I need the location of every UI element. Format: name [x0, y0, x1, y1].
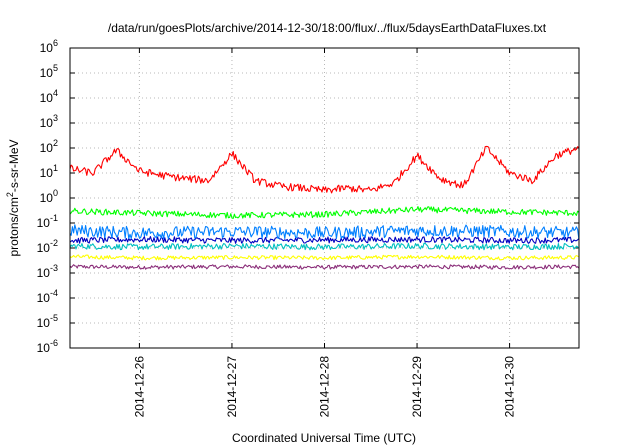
- data-series-line: [69, 264, 580, 270]
- y-tick-label: 10-3: [37, 263, 58, 280]
- data-series-line: [69, 206, 580, 219]
- y-tick-label: 100: [40, 188, 58, 205]
- y-tick-label: 106: [40, 38, 58, 55]
- y-tick-label: 10-6: [37, 338, 58, 355]
- data-series-line: [69, 145, 580, 194]
- y-axis-label: protons/cm2-s-sr-MeV: [5, 139, 21, 256]
- plot-area: [69, 145, 580, 270]
- data-series-line: [69, 236, 580, 244]
- data-series-line: [69, 254, 580, 261]
- x-tick-label: 2014-12-26: [132, 356, 146, 418]
- x-tick-label: 2014-12-30: [503, 356, 517, 418]
- y-tick-label: 10-4: [37, 288, 58, 305]
- y-tick-label: 102: [40, 138, 58, 155]
- y-axis-ticks: 10-6 10-5 10-4 10-3 10-2 10-1 100 101 102 103 104 1…: [37, 38, 579, 355]
- y-tick-label: 105: [40, 63, 58, 80]
- y-tick-label: 10-2: [37, 238, 58, 255]
- y-tick-label: 103: [40, 113, 58, 130]
- x-axis-ticks: 2014-12-26 2014-12-27 2014-12-28 2014-12-29…: [132, 48, 517, 418]
- y-tick-label: 101: [40, 163, 58, 180]
- data-series-line: [69, 224, 580, 240]
- x-tick-label: 2014-12-28: [318, 356, 332, 418]
- y-tick-label: 10-5: [37, 313, 58, 330]
- chart-title: /data/run/goesPlots/archive/2014-12-30/1…: [108, 21, 547, 35]
- x-tick-label: 2014-12-29: [410, 356, 424, 418]
- data-series-line: [69, 242, 580, 251]
- y-tick-label: 104: [40, 88, 58, 105]
- grid: [70, 48, 579, 348]
- y-tick-label: 10-1: [37, 213, 58, 230]
- x-tick-label: 2014-12-27: [225, 356, 239, 418]
- axis-frame: [69, 47, 580, 349]
- x-axis-label: Coordinated Universal Time (UTC): [232, 431, 416, 445]
